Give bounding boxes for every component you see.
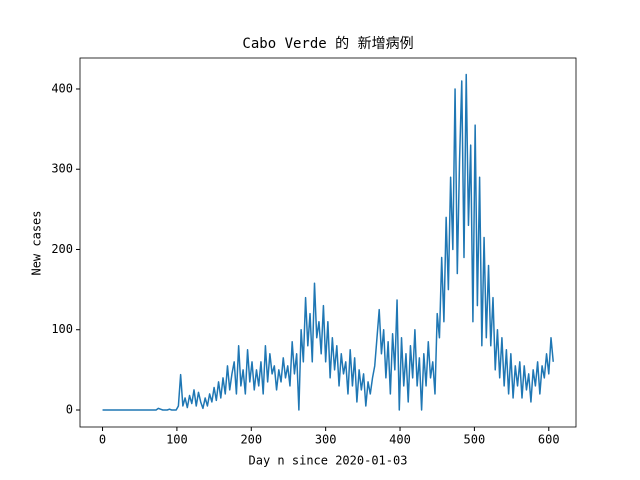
y-tick-label: 100 [51, 322, 73, 336]
x-tick-label: 200 [240, 433, 262, 447]
x-tick-label: 0 [99, 433, 106, 447]
x-tick-label: 500 [464, 433, 486, 447]
y-tick-label: 300 [51, 162, 73, 176]
y-tick-label: 0 [66, 402, 73, 416]
data-line [102, 73, 554, 411]
x-tick-label: 300 [315, 433, 337, 447]
x-axis-label: Day n since 2020-01-03 [249, 454, 408, 468]
x-tick-label: 100 [166, 433, 188, 447]
y-tick-label: 400 [51, 81, 73, 95]
x-tick-label: 600 [538, 433, 560, 447]
x-tick-label: 400 [389, 433, 411, 447]
plot-frame [79, 57, 577, 428]
y-axis-label: New cases [30, 210, 44, 275]
y-tick-label: 200 [51, 242, 73, 256]
chart-title: Cabo Verde 的 新增病例 [242, 36, 413, 52]
